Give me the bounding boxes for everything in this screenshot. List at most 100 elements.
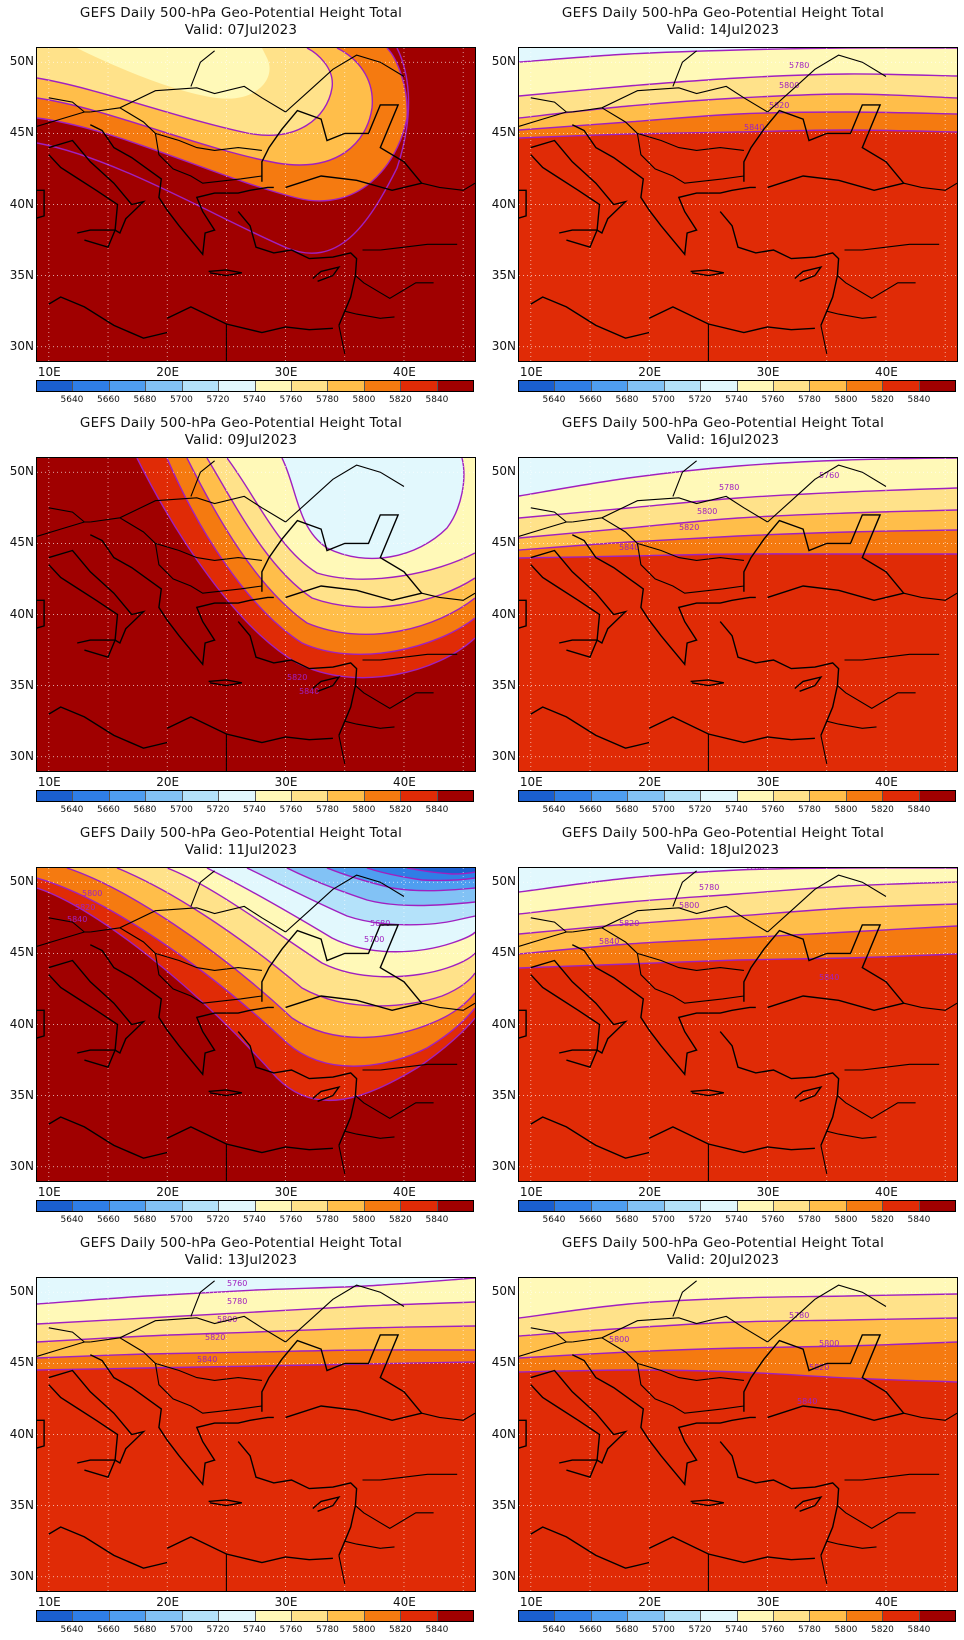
colorbar-label: 5660 xyxy=(579,1215,602,1225)
map-area: 5780 5800 5820 5840 xyxy=(518,47,958,362)
map-area: 5760 5780 5800 5820 5840 xyxy=(36,1277,476,1592)
lat-label: 30N xyxy=(9,1568,34,1583)
colorbar-swatch xyxy=(519,1201,556,1211)
colorbar-label: 5700 xyxy=(170,1215,193,1225)
colorbar-swatch xyxy=(773,1201,811,1211)
lat-label: 30N xyxy=(491,1568,516,1583)
colorbar-label: 5640 xyxy=(542,805,566,815)
panel-title: GEFS Daily 500-hPa Geo-Potential Height … xyxy=(561,5,885,21)
colorbar-swatch xyxy=(773,381,811,391)
lon-label: 20E xyxy=(638,1595,662,1609)
colorbar-label: 5820 xyxy=(389,805,412,815)
lat-label: 30N xyxy=(9,1158,34,1173)
colorbar-label: 5760 xyxy=(279,395,303,405)
colorbar-label: 5840 xyxy=(907,1625,931,1635)
contour-label: 5840 xyxy=(67,915,87,924)
colorbar-swatch xyxy=(628,381,665,391)
colorbar-swatch xyxy=(255,791,292,801)
panel-valid-date: Valid: 18Jul2023 xyxy=(666,842,780,858)
colorbar-swatch xyxy=(883,791,920,801)
colorbar-label: 5800 xyxy=(352,1215,376,1225)
contour-label: 5840 xyxy=(299,687,319,696)
colorbar xyxy=(518,790,956,802)
colorbar-swatch xyxy=(519,381,556,391)
colorbar-label: 5660 xyxy=(579,1625,602,1635)
contour-label: 5800 xyxy=(609,1335,629,1344)
colorbar-label: 5720 xyxy=(206,1215,230,1225)
colorbar-label: 5760 xyxy=(761,1215,785,1225)
lon-label: 10E xyxy=(519,1185,543,1199)
colorbar-label: 5820 xyxy=(871,1625,894,1635)
map-area: 5760 5780 5800 5820 5840 xyxy=(518,457,958,772)
colorbar-swatch xyxy=(591,381,629,391)
lon-label: 30E xyxy=(274,775,298,789)
colorbar-label: 5660 xyxy=(97,395,120,405)
contour-label: 5820 xyxy=(619,919,639,928)
colorbar-swatch xyxy=(291,381,329,391)
lat-label: 30N xyxy=(491,1158,516,1173)
colorbar-label: 5780 xyxy=(316,1625,339,1635)
lat-label: 40N xyxy=(491,1016,516,1031)
map-svg: 5760 5780 5800 5820 5840 xyxy=(37,1278,475,1591)
colorbar-label: 5740 xyxy=(725,1215,748,1225)
colorbar-label: 5640 xyxy=(60,395,84,405)
lon-label: 10E xyxy=(519,775,543,789)
map-panel: GEFS Daily 500-hPa Geo-Potential Height … xyxy=(0,410,482,820)
colorbar-swatch xyxy=(701,381,738,391)
colorbar-label: 5780 xyxy=(798,395,821,405)
lon-label: 10E xyxy=(37,365,61,379)
panel-valid-date: Valid: 09Jul2023 xyxy=(184,432,298,448)
lat-label: 35N xyxy=(9,1087,34,1102)
contour-label: 5800 xyxy=(217,1315,237,1324)
colorbar-label: 5660 xyxy=(579,395,602,405)
colorbar-swatch xyxy=(773,1611,811,1621)
lon-label: 40E xyxy=(874,775,898,789)
lat-label: 50N xyxy=(9,874,34,889)
colorbar-swatch xyxy=(291,1611,329,1621)
colorbar-label: 5700 xyxy=(652,1625,675,1635)
colorbar-label: 5780 xyxy=(798,1215,821,1225)
colorbar xyxy=(36,1610,474,1622)
map-panel: GEFS Daily 500-hPa Geo-Potential Height … xyxy=(0,1230,482,1640)
panel-valid-date: Valid: 20Jul2023 xyxy=(666,1252,780,1268)
colorbar-label: 5820 xyxy=(389,1215,412,1225)
lat-label: 40N xyxy=(9,196,34,211)
colorbar-label: 5740 xyxy=(243,805,266,815)
panel-title: GEFS Daily 500-hPa Geo-Potential Height … xyxy=(79,825,403,841)
contour-label: 5800 xyxy=(82,889,102,898)
colorbar-label: 5660 xyxy=(97,1625,120,1635)
colorbar-label: 5820 xyxy=(871,805,894,815)
colorbar-swatch xyxy=(846,1611,884,1621)
lon-label: 40E xyxy=(392,1595,416,1609)
map-panel: GEFS Daily 500-hPa Geo-Potential Height … xyxy=(0,820,482,1230)
lon-label: 10E xyxy=(37,775,61,789)
colorbar-swatch xyxy=(109,381,147,391)
colorbar-label: 5760 xyxy=(761,395,785,405)
colorbar-swatch xyxy=(664,381,702,391)
colorbar xyxy=(36,790,474,802)
colorbar-label: 5680 xyxy=(133,805,157,815)
colorbar-swatch xyxy=(919,791,956,801)
colorbar-swatch xyxy=(219,1201,256,1211)
colorbar-label: 5820 xyxy=(871,1215,894,1225)
lat-label: 50N xyxy=(9,54,34,69)
colorbar-label: 5820 xyxy=(389,1625,412,1635)
map-area: 5820 5840 xyxy=(36,457,476,772)
colorbar-swatch xyxy=(519,791,556,801)
colorbar-label: 5800 xyxy=(352,1625,376,1635)
map-svg: 5780 5800 5820 5840 xyxy=(519,48,957,361)
colorbar-swatch xyxy=(701,791,738,801)
colorbar-swatch xyxy=(519,1611,556,1621)
map-panel: GEFS Daily 500-hPa Geo-Potential Height … xyxy=(482,820,964,1230)
colorbar-label: 5780 xyxy=(798,805,821,815)
colorbar-swatch xyxy=(437,1201,474,1211)
colorbar-swatch xyxy=(146,1201,183,1211)
colorbar-label: 5720 xyxy=(688,395,712,405)
lon-label: 20E xyxy=(638,775,662,789)
colorbar-label: 5760 xyxy=(761,805,785,815)
lat-label: 30N xyxy=(491,748,516,763)
colorbar-swatch xyxy=(555,791,592,801)
lon-label: 40E xyxy=(392,775,416,789)
colorbar-label: 5700 xyxy=(652,805,675,815)
